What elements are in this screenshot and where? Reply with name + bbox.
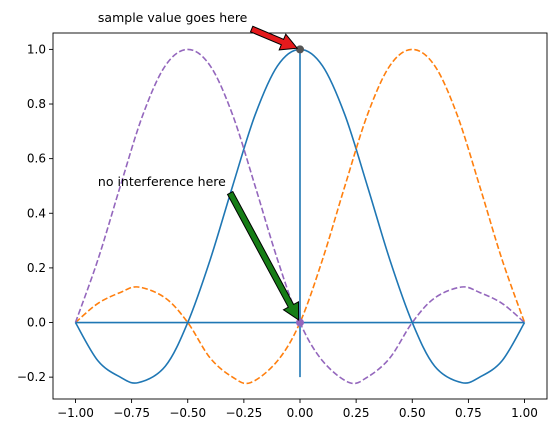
annotation-arrow-1 xyxy=(249,25,299,51)
y-tick-label: −0.2 xyxy=(17,370,46,384)
y-tick-label: 0.4 xyxy=(27,206,46,220)
x-tick-label: 0.75 xyxy=(455,406,482,420)
markers-layer xyxy=(296,45,304,327)
annotation-arrow-2 xyxy=(226,190,300,321)
x-tick-label: −0.75 xyxy=(113,406,150,420)
x-tick-label: −0.50 xyxy=(169,406,206,420)
y-tick-label: 0.8 xyxy=(27,97,46,111)
axes-layer: −1.00 −0.75 −0.50 −0.25 0.00 0.25 0.50 0.75 1.00… xyxy=(17,32,548,420)
x-tick-label: 0.00 xyxy=(287,406,314,420)
y-tick-label: 0.2 xyxy=(27,261,46,275)
y-tick-label: 1.0 xyxy=(27,42,46,56)
x-tick-label: −1.00 xyxy=(57,406,94,420)
reference-lines-layer xyxy=(75,49,525,378)
annotation-text-1: sample value goes here xyxy=(98,10,248,25)
y-tick-label: 0.6 xyxy=(27,152,46,166)
y-tick-label: 0.0 xyxy=(27,316,46,330)
annotations-layer: sample value goes here no interference he… xyxy=(98,10,300,321)
x-tick-label: −0.25 xyxy=(225,406,262,420)
x-tick-label: 0.50 xyxy=(399,406,426,420)
annotation-text-2: no interference here xyxy=(98,174,226,189)
x-tick-label: 1.00 xyxy=(511,406,538,420)
series-line-2 xyxy=(74,48,526,385)
marker-point-1 xyxy=(296,45,304,54)
marker-point-2 xyxy=(296,318,304,327)
x-tick-label: 0.25 xyxy=(343,406,370,420)
